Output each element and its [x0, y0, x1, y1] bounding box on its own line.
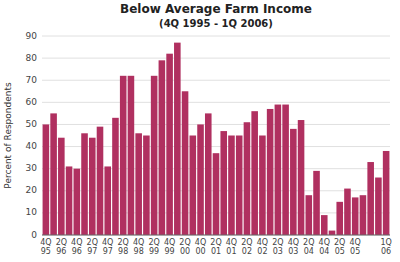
y-axis: 0 10 20 30 40 50 60 70 80 90 [26, 31, 38, 240]
y-tick-label: 20 [26, 185, 38, 195]
bar [367, 162, 374, 235]
x-tick-label: 2Q04 [303, 238, 314, 256]
bar [166, 54, 173, 235]
x-axis: 4Q95 2Q96 4Q96 2Q97 4Q97 2Q98 4Q98 2Q99 4Q99 2Q00… [40, 238, 392, 256]
bar [128, 76, 135, 235]
bar [259, 136, 266, 236]
grid-line [42, 124, 390, 125]
x-tick-label: 2Q99 [148, 238, 159, 256]
x-tick-label: 4Q05 [350, 238, 361, 256]
bar [143, 136, 150, 236]
bar [43, 124, 50, 235]
bar [375, 178, 382, 235]
x-tick-label: 2Q00 [179, 238, 190, 256]
bar [321, 215, 328, 235]
bar [104, 166, 111, 235]
x-tick-label: 4Q96 [71, 238, 82, 256]
y-tick-label: 10 [26, 207, 38, 217]
bar [120, 76, 127, 235]
y-tick-label: 50 [26, 119, 38, 129]
bar [336, 202, 343, 235]
y-tick-label: 80 [26, 53, 38, 63]
y-tick-label: 0 [31, 230, 37, 240]
x-tick-label: 4Q97 [102, 238, 113, 256]
x-tick-label: 4Q95 [40, 238, 51, 256]
bar [112, 118, 119, 235]
bar [151, 76, 158, 235]
bar [313, 171, 320, 235]
title: Below Average Farm Income [120, 2, 312, 16]
bar [174, 43, 181, 235]
bar [81, 133, 88, 235]
bar [360, 195, 367, 235]
subtitle: (4Q 1995 - 1Q 2006) [159, 18, 273, 29]
bar [190, 136, 197, 236]
x-tick-label: 2Q01 [210, 238, 221, 256]
bar [306, 195, 313, 235]
bar [228, 136, 235, 236]
bar [205, 113, 212, 235]
grid [42, 36, 390, 235]
bar [282, 105, 289, 235]
bar [220, 131, 227, 235]
bar [66, 166, 73, 235]
grid-line [42, 58, 390, 59]
bars [43, 43, 390, 235]
bar [159, 60, 166, 235]
grid-line [42, 235, 390, 236]
bar [182, 91, 189, 235]
x-tick-label: 4Q98 [133, 238, 144, 256]
x-tick-label: 2Q05 [334, 238, 345, 256]
bar [267, 109, 274, 235]
bar [135, 133, 142, 235]
x-tick-label: 1Q06 [380, 238, 391, 256]
bar [58, 138, 65, 235]
bar [213, 153, 220, 235]
x-tick-label: 2Q98 [118, 238, 129, 256]
bar [244, 122, 251, 235]
bar [383, 151, 390, 235]
grid-line [42, 36, 390, 37]
x-tick-label: 4Q00 [195, 238, 206, 256]
x-tick-label: 2Q02 [241, 238, 252, 256]
bar [275, 105, 282, 235]
bar [97, 127, 104, 235]
bar [197, 124, 204, 235]
x-tick-label: 2Q03 [272, 238, 283, 256]
x-tick-label: 4Q02 [257, 238, 268, 256]
bar [298, 120, 305, 235]
bar [251, 111, 258, 235]
bar [344, 189, 351, 235]
bar [50, 113, 57, 235]
x-tick-label: 4Q99 [164, 238, 175, 256]
x-axis-line [42, 235, 390, 236]
bar [329, 231, 336, 235]
bar [236, 136, 243, 236]
y-tick-label: 30 [26, 163, 38, 173]
x-tick-label: 4Q03 [288, 238, 299, 256]
x-tick-label: 4Q01 [226, 238, 237, 256]
bar [89, 138, 96, 235]
x-tick-label: 2Q97 [87, 238, 98, 256]
grid-line [42, 102, 390, 103]
y-tick-label: 70 [26, 75, 38, 85]
y-axis-label: Percent of Respondents [3, 82, 13, 189]
bar [352, 197, 359, 235]
bar [74, 169, 81, 235]
chart: 0 10 20 30 40 50 60 70 80 90 4Q95 2Q96 4Q96 2Q97 4Q97 2… [0, 0, 400, 262]
y-tick-label: 60 [26, 97, 38, 107]
y-tick-label: 90 [26, 31, 38, 41]
grid-line [42, 80, 390, 81]
y-tick-label: 40 [26, 141, 38, 151]
chart-container: 0 10 20 30 40 50 60 70 80 90 4Q95 2Q96 4Q96 2Q97 4Q97 2… [0, 0, 400, 262]
bar [290, 129, 297, 235]
x-tick-label: 4Q04 [319, 238, 330, 256]
x-tick-label: 2Q96 [56, 238, 67, 256]
